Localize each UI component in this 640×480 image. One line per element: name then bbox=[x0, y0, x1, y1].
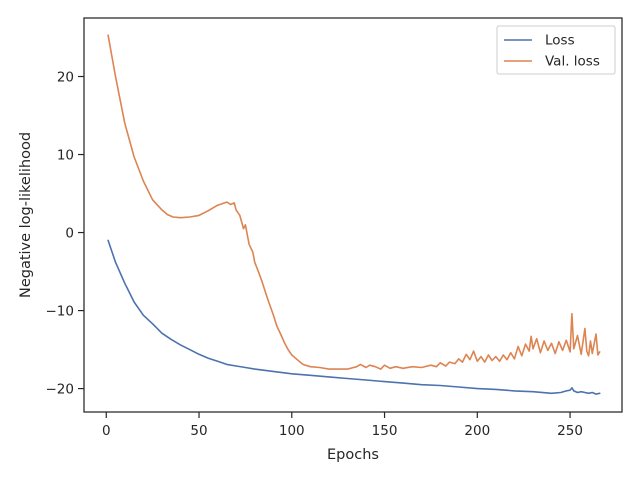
x-tick-label: 250 bbox=[557, 423, 583, 439]
x-tick-label: 200 bbox=[464, 423, 490, 439]
x-tick-label: 50 bbox=[190, 423, 207, 439]
series-line-loss bbox=[107, 239, 601, 395]
y-axis-label: Negative log-likelihood bbox=[18, 132, 34, 298]
x-tick-label: 100 bbox=[279, 423, 305, 439]
series-layer bbox=[107, 34, 601, 395]
legend-frame bbox=[496, 25, 616, 75]
x-axis-ticks: 0 50 100 150 200 250 bbox=[102, 412, 583, 439]
plot-frame bbox=[83, 17, 623, 413]
y-tick-label: −10 bbox=[46, 304, 75, 320]
series-line-val-loss bbox=[107, 34, 601, 370]
legend-label-val-loss: Val. loss bbox=[545, 54, 600, 70]
y-tick-label: 10 bbox=[57, 148, 74, 164]
x-axis-label: Epochs bbox=[327, 447, 379, 463]
y-axis-ticks: −20 −10 0 10 20 bbox=[46, 70, 84, 398]
y-tick-label: −20 bbox=[46, 382, 75, 398]
x-tick-label: 0 bbox=[102, 423, 111, 439]
y-tick-label: 0 bbox=[65, 226, 74, 242]
plot-area bbox=[84, 18, 622, 412]
x-tick-label: 150 bbox=[372, 423, 398, 439]
y-tick-label: 20 bbox=[57, 70, 74, 86]
legend-label-loss: Loss bbox=[545, 33, 575, 49]
legend: Loss Val. loss bbox=[496, 25, 616, 75]
